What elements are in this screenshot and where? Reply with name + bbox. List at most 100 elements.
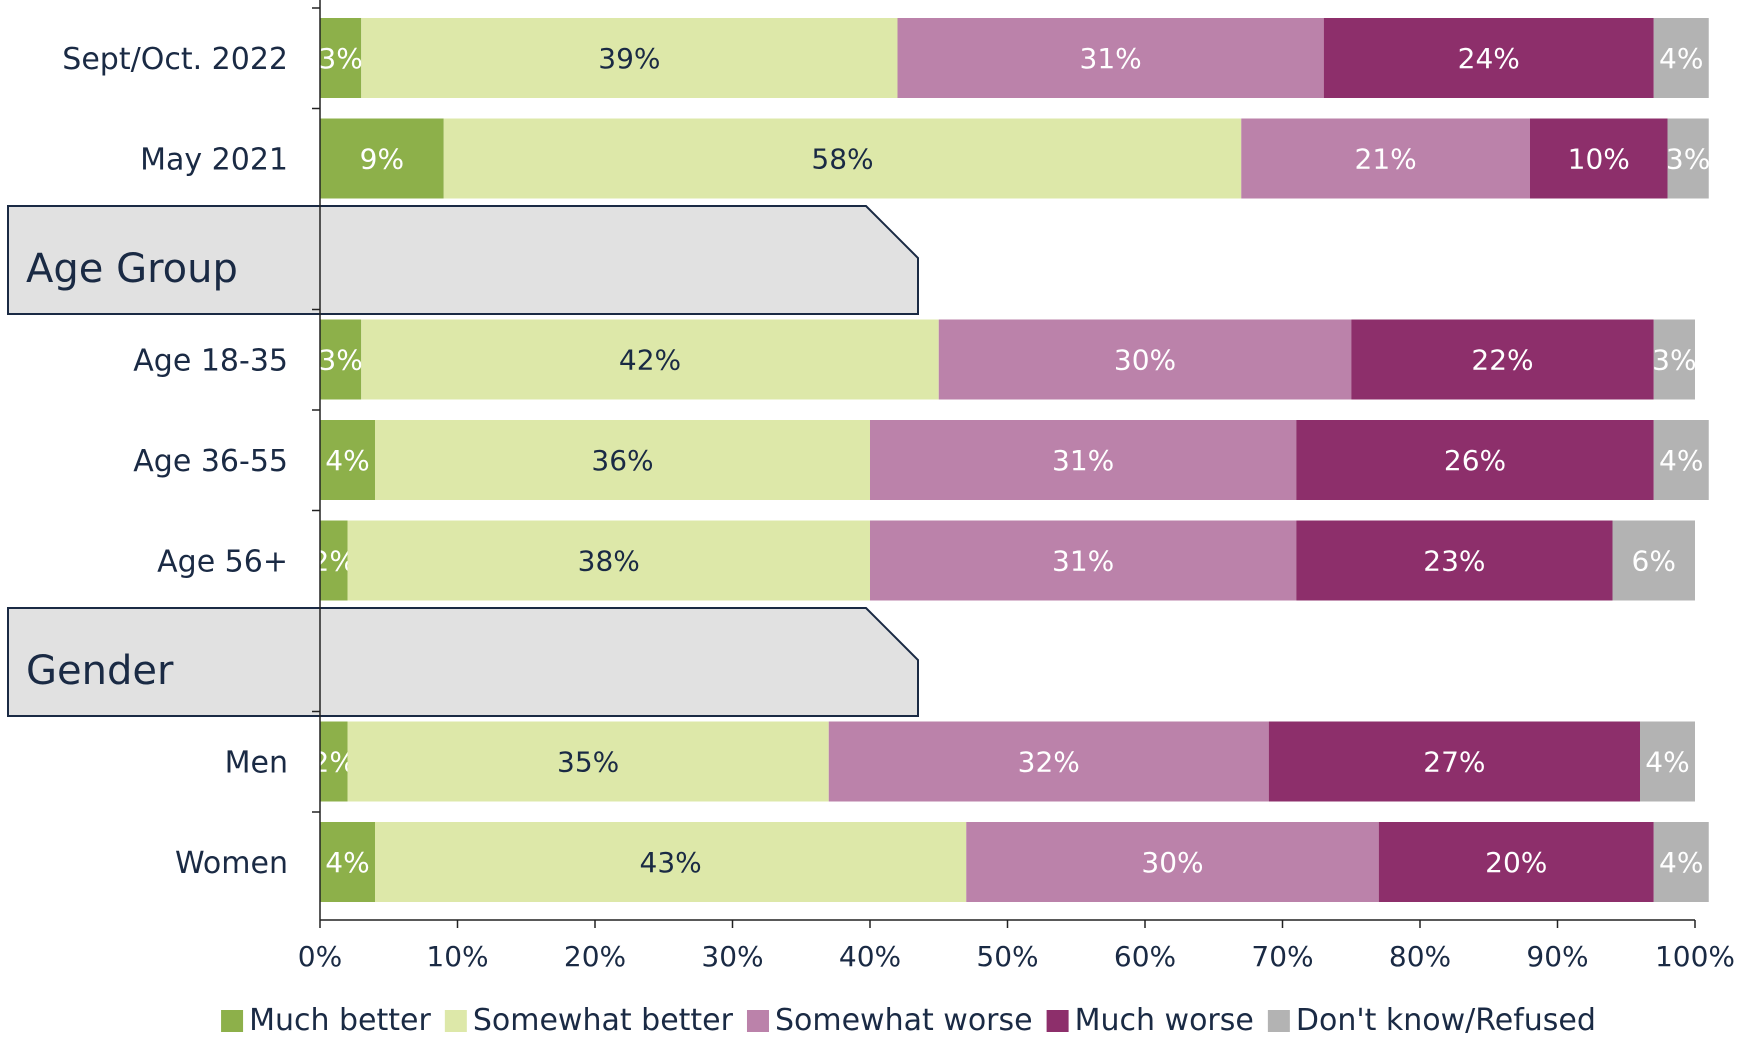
group-label: Gender <box>26 648 174 694</box>
bar-segment <box>1612 520 1695 601</box>
legend-swatch <box>1046 1010 1069 1032</box>
data-label: 9% <box>360 143 404 176</box>
bar-segment <box>1653 822 1709 902</box>
bar-segment <box>375 420 870 500</box>
x-tick-label: 90% <box>1526 940 1588 973</box>
legend-label: Much better <box>249 1003 431 1038</box>
x-tick-label: 100% <box>1655 940 1735 973</box>
data-label: 31% <box>1080 42 1142 75</box>
data-label: 58% <box>811 143 873 176</box>
data-label: 4% <box>1645 746 1689 779</box>
bar-segment <box>1268 721 1640 802</box>
legend-label: Somewhat better <box>473 1003 734 1038</box>
data-label: 4% <box>325 846 369 879</box>
legend-item: Much better <box>221 1003 431 1038</box>
legend-swatch <box>444 1010 467 1032</box>
data-label: 26% <box>1444 444 1506 477</box>
data-label: 4% <box>1659 444 1703 477</box>
bar-segment <box>1241 118 1530 199</box>
row-label: May 2021 <box>140 143 288 178</box>
legend-label: Somewhat worse <box>775 1003 1033 1038</box>
data-label: 21% <box>1355 143 1417 176</box>
bar-segment <box>320 319 362 400</box>
x-tick-label: 0% <box>298 940 342 973</box>
legend-swatch <box>1267 1010 1290 1032</box>
bar-segment <box>320 18 362 98</box>
data-label: 23% <box>1423 545 1485 578</box>
bar-row: May 2021 9% 58% 21% 10% 3% <box>140 118 1710 199</box>
x-tick-label: 30% <box>701 940 763 973</box>
data-label: 30% <box>1114 344 1176 377</box>
legend-item: Much worse <box>1046 1003 1254 1038</box>
legend-item: Somewhat better <box>444 1003 734 1038</box>
bar-segment <box>870 420 1297 500</box>
legend-item: Somewhat worse <box>746 1003 1033 1038</box>
group-label: Age Group <box>26 246 238 292</box>
bars-layer: Sept/Oct. 2022 3% 39% 31% 24% 4% May 2021 9% 58%… <box>7 18 1710 902</box>
bar-segment <box>1530 118 1668 199</box>
data-label: 4% <box>325 444 369 477</box>
legend-label: Much worse <box>1075 1003 1254 1038</box>
bar-segment <box>361 319 939 400</box>
group-banner <box>7 607 919 717</box>
data-label: 31% <box>1052 444 1114 477</box>
data-label: 20% <box>1485 846 1547 879</box>
bar-segment <box>1667 118 1709 199</box>
bar-segment <box>320 822 375 902</box>
bar-segment <box>1296 420 1654 500</box>
bar-segment <box>1653 420 1709 500</box>
data-label: 4% <box>1659 846 1703 879</box>
bar-segment <box>361 18 898 98</box>
data-label: 31% <box>1052 545 1114 578</box>
legend-swatch <box>221 1010 244 1032</box>
bar-segment <box>1351 319 1654 400</box>
bar-segment <box>938 319 1352 400</box>
data-label: 35% <box>557 746 619 779</box>
row-label: Age 56+ <box>157 545 288 580</box>
bar-segment <box>828 721 1269 802</box>
x-tick-label: 60% <box>1114 940 1176 973</box>
data-label: 32% <box>1018 746 1080 779</box>
x-tick-label: 80% <box>1389 940 1451 973</box>
data-label: 42% <box>619 344 681 377</box>
row-label: Women <box>175 846 288 881</box>
data-label: 3% <box>318 344 362 377</box>
group-banner <box>7 205 919 315</box>
bar-row: Age 36-55 4% 36% 31% 26% 4% <box>133 420 1709 500</box>
bar-segment <box>1296 520 1613 601</box>
data-label: 3% <box>1666 143 1710 176</box>
bar-segment <box>966 822 1379 902</box>
data-label: 27% <box>1423 746 1485 779</box>
bar-row: Age 56+ 2% 38% 31% 23% 6% <box>157 520 1695 601</box>
bar-segment <box>320 721 348 802</box>
bar-row: Sept/Oct. 2022 3% 39% 31% 24% 4% <box>62 18 1709 98</box>
row-label: Age 36-55 <box>133 444 288 479</box>
x-tick-label: 50% <box>976 940 1038 973</box>
bar-segment <box>870 520 1297 601</box>
data-label: 43% <box>640 846 702 879</box>
data-label: 24% <box>1458 42 1520 75</box>
data-label: 3% <box>1652 344 1696 377</box>
bar-segment <box>320 520 348 601</box>
row-label: Men <box>225 746 288 781</box>
bar-segment <box>1378 822 1654 902</box>
data-label: 3% <box>318 42 362 75</box>
bar-segment <box>1653 319 1695 400</box>
bar-segment <box>1653 18 1709 98</box>
row-label: Sept/Oct. 2022 <box>62 42 288 77</box>
x-tick-label: 70% <box>1251 940 1313 973</box>
data-label: 22% <box>1471 344 1533 377</box>
legend: Much better Somewhat better Somewhat worse… <box>221 1003 1596 1038</box>
data-label: 30% <box>1141 846 1203 879</box>
bar-segment <box>347 520 870 601</box>
bar-segment <box>375 822 967 902</box>
x-tick-label: 10% <box>426 940 488 973</box>
x-axis: 0% 10% 20% 30% 40% 50% 60% 70% 80% 90% 100% <box>298 0 1735 973</box>
x-tick-label: 40% <box>839 940 901 973</box>
bar-segment <box>347 721 829 802</box>
bar-segment <box>320 420 375 500</box>
legend-label: Don't know/Refused <box>1296 1003 1596 1038</box>
data-label: 10% <box>1568 143 1630 176</box>
data-label: 6% <box>1632 545 1676 578</box>
